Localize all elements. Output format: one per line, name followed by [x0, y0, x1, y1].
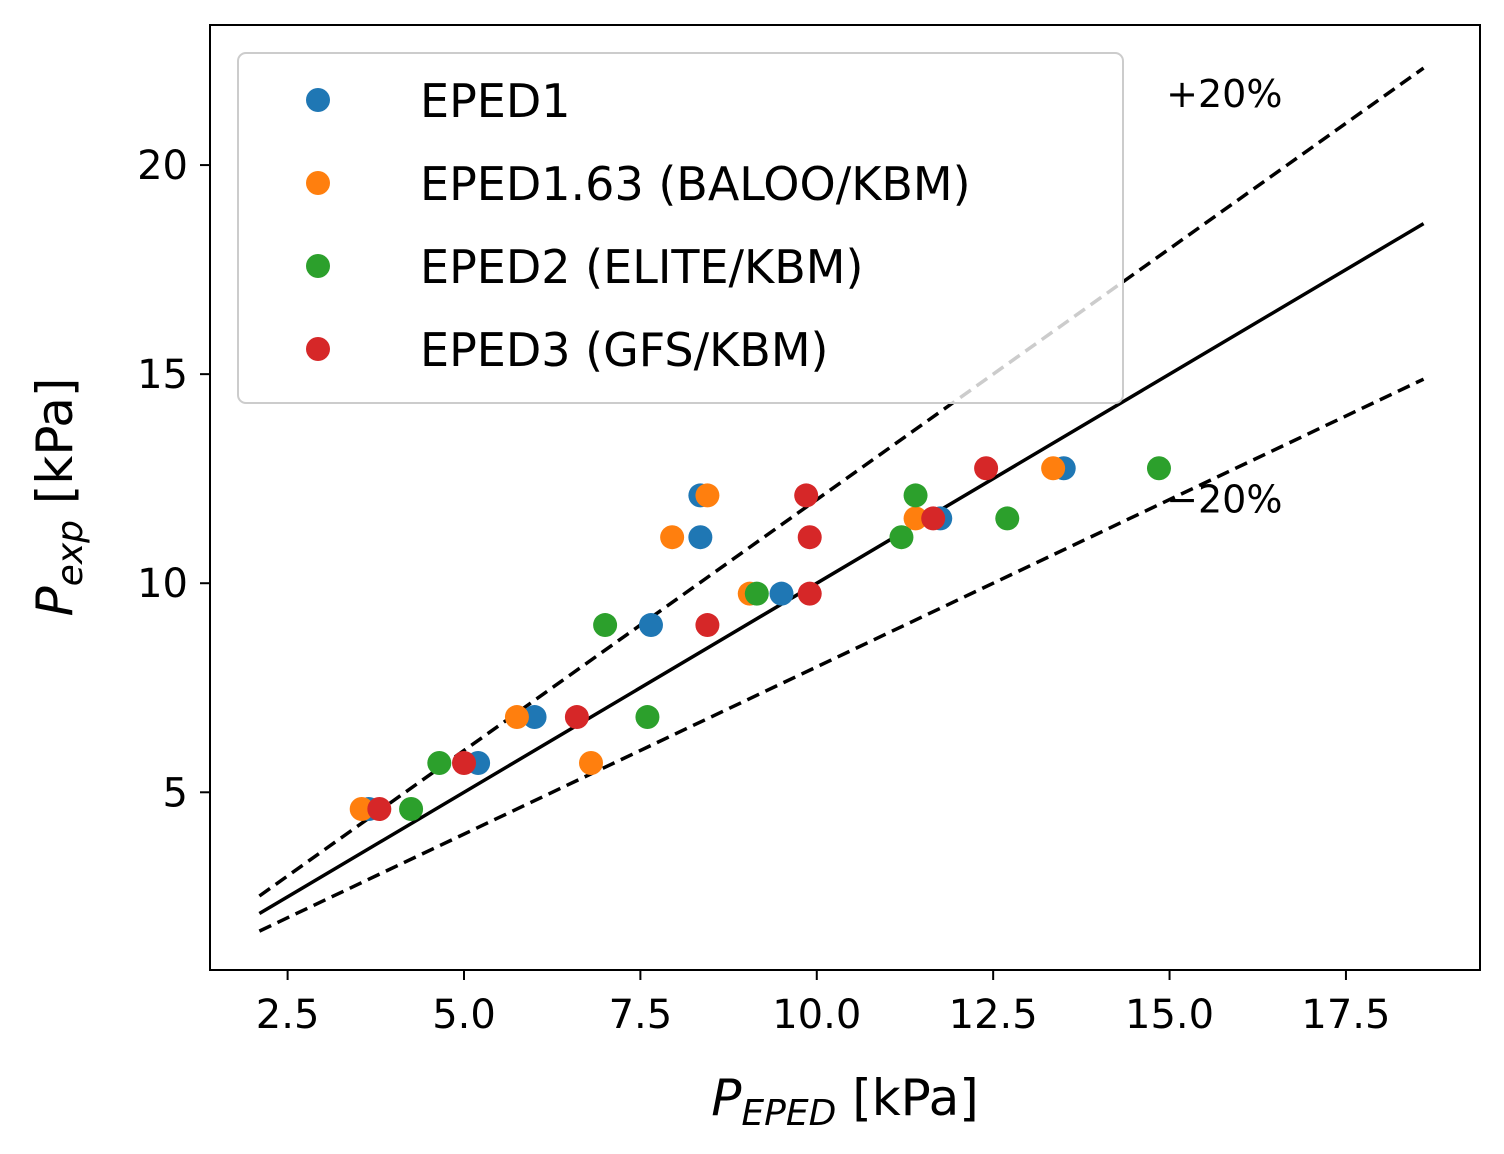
legend-marker — [306, 254, 330, 278]
data-point-series-3 — [995, 506, 1020, 531]
data-point-series-2 — [504, 705, 529, 730]
annotation-label: −20% — [1166, 478, 1282, 522]
data-point-series-2 — [579, 751, 603, 776]
data-point-series-4 — [564, 705, 589, 730]
data-point-series-3 — [889, 525, 914, 550]
reference-line-identity — [258, 222, 1425, 916]
x-tick-label: 17.5 — [1301, 992, 1390, 1038]
reference-lines — [258, 66, 1425, 933]
legend-label: EPED3 (GFS/KBM) — [420, 323, 828, 377]
x-tick-label: 10.0 — [772, 992, 861, 1038]
data-point-series-3 — [399, 797, 424, 822]
data-point-series-2 — [1041, 456, 1066, 481]
data-point-series-3 — [1146, 456, 1171, 481]
data-point-series-3 — [635, 705, 660, 730]
data-point-series-3 — [593, 613, 618, 638]
legend-label: EPED2 (ELITE/KBM) — [420, 240, 863, 294]
data-point-series-4 — [367, 797, 392, 822]
data-point-series-1 — [638, 613, 663, 638]
data-point-series-4 — [921, 506, 946, 531]
annotation-label: +20% — [1166, 72, 1282, 116]
x-tick-label: 15.0 — [1125, 992, 1214, 1038]
reference-line-plus20 — [258, 66, 1425, 898]
x-axis-ticks: 2.5 5.0 7.5 10.0 12.5 15.0 17.5 — [256, 970, 1390, 1038]
data-point-series-1 — [522, 705, 547, 730]
x-axis-label: PEPED [kPa] — [711, 1069, 979, 1134]
y-tick-label: 5 — [163, 770, 188, 816]
data-point-series-2 — [903, 506, 928, 531]
y-axis-label: Pexp [kPa] — [26, 378, 91, 617]
data-point-series-3 — [744, 581, 769, 606]
legend-label: EPED1.63 (BALOO/KBM) — [420, 157, 971, 211]
legend-label: EPED1 — [420, 74, 571, 128]
data-point-series-4 — [797, 525, 822, 550]
annotations: +20% −20% — [1166, 72, 1282, 522]
x-tick-label: 7.5 — [609, 992, 673, 1038]
data-point-series-2 — [660, 525, 685, 550]
data-point-series-4 — [797, 581, 822, 606]
data-point-series-1 — [769, 581, 794, 606]
x-tick-label: 2.5 — [256, 992, 320, 1038]
y-tick-label: 10 — [137, 561, 188, 607]
data-point-series-4 — [794, 483, 819, 508]
data-points — [349, 456, 1171, 822]
legend-marker — [306, 88, 330, 112]
data-point-series-4 — [452, 751, 476, 776]
plot-area-frame — [209, 24, 1481, 971]
data-point-series-2 — [349, 797, 374, 822]
y-axis-ticks: 5 10 15 20 — [137, 143, 210, 816]
x-tick-label: 12.5 — [949, 992, 1038, 1038]
legend-marker — [306, 337, 330, 361]
x-tick-label: 5.0 — [432, 992, 496, 1038]
data-point-series-2 — [695, 483, 720, 508]
y-tick-label: 20 — [137, 143, 188, 189]
data-point-series-3 — [903, 483, 928, 508]
legend-marker — [306, 171, 330, 195]
data-point-series-4 — [974, 456, 999, 481]
reference-line-minus20 — [258, 377, 1425, 933]
data-point-series-3 — [427, 751, 452, 776]
y-tick-label: 15 — [137, 352, 188, 398]
legend-frame — [237, 52, 1124, 404]
legend: EPED1 EPED1.63 (BALOO/KBM) EPED2 (ELITE/KB… — [237, 52, 1124, 404]
data-point-series-1 — [688, 525, 713, 550]
data-point-series-4 — [695, 613, 720, 638]
